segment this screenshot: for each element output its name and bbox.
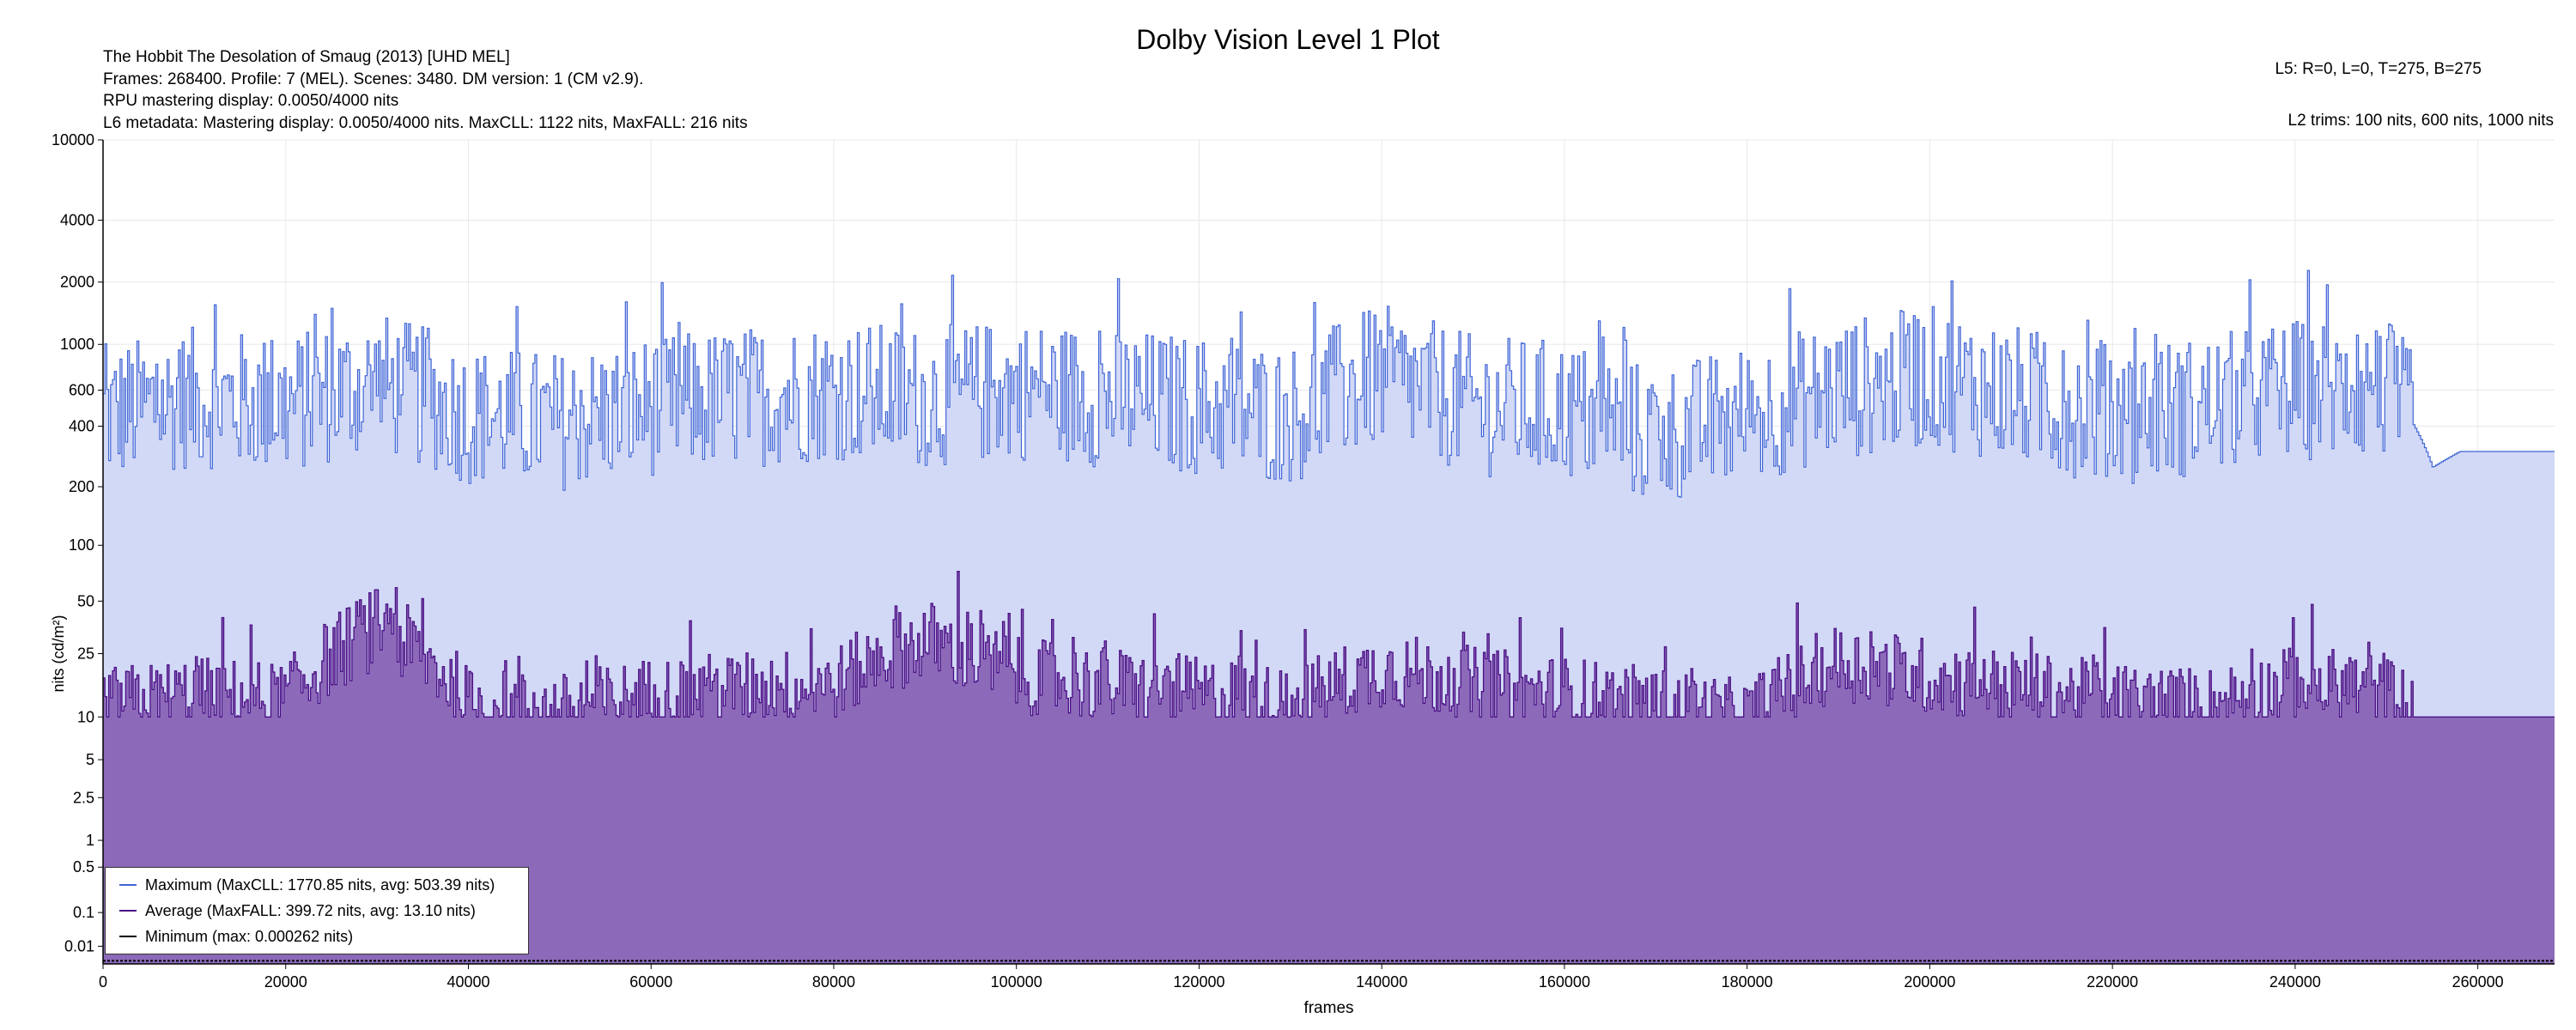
- y-tick-label: 10000: [52, 131, 94, 148]
- l2-trims-info: L2 trims: 100 nits, 600 nits, 1000 nits: [2287, 112, 2554, 130]
- info-l6-metadata: L6 metadata: Mastering display: 0.0050/4…: [103, 113, 748, 132]
- x-tick-label: 60000: [629, 973, 672, 991]
- y-tick-label: 4000: [60, 212, 94, 229]
- x-tick-label: 120000: [1173, 973, 1224, 991]
- y-tick-label: 100: [69, 536, 94, 554]
- y-tick-label: 0.5: [73, 858, 94, 876]
- x-axis-label: frames: [1303, 999, 1353, 1017]
- y-tick-label: 200: [69, 478, 94, 495]
- y-tick-label: 0.01: [64, 937, 94, 954]
- x-tick-label: 200000: [1904, 973, 1955, 991]
- y-tick-label: 10: [77, 708, 94, 725]
- info-frames-profile: Frames: 268400. Profile: 7 (MEL). Scenes…: [103, 70, 644, 88]
- legend-item-average: Average (MaxFALL: 399.72 nits, avg: 13.1…: [119, 902, 476, 920]
- y-tick-label: 600: [69, 382, 94, 399]
- series-maximum-line: [103, 270, 2555, 498]
- legend: Maximum (MaxCLL: 1770.85 nits, avg: 503.…: [105, 867, 529, 954]
- x-tick-label: 100000: [991, 973, 1042, 991]
- y-tick-label: 5: [86, 751, 94, 768]
- x-tick-label: 140000: [1356, 973, 1407, 991]
- x-tick-label: 260000: [2452, 973, 2504, 991]
- y-tick-label: 1000: [60, 336, 94, 353]
- series-average-line: [103, 571, 2555, 718]
- x-tick-label: 0: [99, 973, 107, 991]
- legend-swatch-average: [119, 910, 137, 912]
- x-tick-label: 40000: [447, 973, 489, 991]
- x-tick-label: 180000: [1722, 973, 1773, 991]
- metadata-info: The Hobbit The Desolation of Smaug (2013…: [103, 46, 748, 134]
- legend-item-minimum: Minimum (max: 0.000262 nits): [119, 928, 353, 946]
- x-tick-label: 160000: [1539, 973, 1590, 991]
- x-tick-label: 80000: [812, 973, 855, 991]
- info-rpu-mastering: RPU mastering display: 0.0050/4000 nits: [103, 92, 399, 110]
- x-tick-label: 240000: [2269, 973, 2321, 991]
- x-tick-label: 220000: [2087, 973, 2138, 991]
- legend-swatch-maximum: [119, 884, 137, 887]
- y-tick-label: 1: [86, 832, 94, 849]
- chart-title: Dolby Vision Level 1 Plot: [1136, 24, 1440, 55]
- y-tick-label: 2000: [60, 274, 94, 291]
- y-axis-label: nits (cd/m²): [50, 615, 67, 693]
- legend-label-minimum: Minimum (max: 0.000262 nits): [145, 928, 354, 945]
- legend-swatch-minimum: [119, 936, 137, 938]
- info-movie-title: The Hobbit The Desolation of Smaug (2013…: [103, 48, 510, 66]
- l5-info: L5: R=0, L=0, T=275, B=275: [2275, 60, 2482, 78]
- y-tick-label: 0.1: [73, 904, 94, 921]
- y-tick-label: 50: [77, 592, 94, 609]
- y-tick-label: 25: [77, 645, 94, 663]
- legend-label-maximum: Maximum (MaxCLL: 1770.85 nits, avg: 503.…: [145, 876, 495, 894]
- y-tick-label: 400: [69, 418, 94, 435]
- y-tick-label: 2.5: [73, 789, 94, 806]
- x-tick-label: 20000: [264, 973, 307, 991]
- legend-item-maximum: Maximum (MaxCLL: 1770.85 nits, avg: 503.…: [119, 876, 495, 894]
- legend-label-average: Average (MaxFALL: 399.72 nits, avg: 13.1…: [145, 902, 476, 919]
